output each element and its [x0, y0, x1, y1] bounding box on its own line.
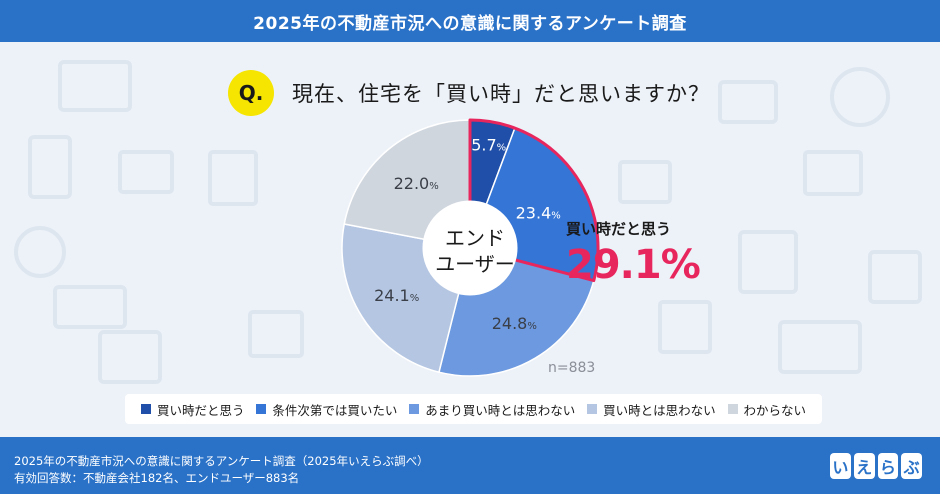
background-pattern	[14, 60, 922, 384]
cloud-icon	[830, 67, 890, 127]
logo-char-0: い	[830, 453, 851, 479]
legend-item-0: 買い時だと思う	[140, 400, 245, 419]
legend-item-4: わからない	[727, 400, 807, 419]
calendar-icon	[738, 230, 798, 294]
question: Q. 現在、住宅を「買い時」だと思いますか？	[228, 70, 710, 116]
ierabu-logo: いえらぶ	[830, 451, 922, 481]
money-icon	[53, 285, 127, 329]
logo-char-1: え	[853, 453, 875, 479]
legend-label-2: あまり買い時とは思わない	[425, 402, 576, 418]
legend-swatch-3	[587, 404, 598, 414]
logo-char-2: ら	[877, 453, 899, 479]
laptop-icon	[58, 60, 132, 112]
center-label-line2: ユーザー	[435, 252, 515, 276]
logo-char-3: ぶ	[901, 453, 922, 479]
book-icon	[248, 310, 304, 358]
legend-swatch-0	[140, 404, 151, 414]
legend-swatch-2	[409, 404, 420, 414]
legend-label-0: 買い時だと思う	[156, 402, 245, 418]
flag-icon	[718, 80, 778, 124]
question-text: 現在、住宅を「買い時」だと思いますか？	[292, 82, 710, 106]
center-label-line1: エンド	[445, 226, 505, 250]
mail-icon	[118, 150, 174, 194]
building-icon	[208, 150, 258, 206]
value-label-4: 22.0%	[394, 174, 439, 193]
value-label-2: 24.8%	[492, 314, 537, 333]
house-icon	[98, 330, 162, 384]
clipboard-icon	[658, 300, 712, 354]
donut-hole	[422, 200, 518, 296]
footer-respondents: 有効回答数：不動産会社182名、エンドユーザー883名	[14, 471, 300, 485]
legend-label-3: 買い時とは思わない	[603, 402, 716, 418]
header-title: 2025年の不動産市況への意識に関するアンケート調査	[0, 0, 940, 42]
callout-value: 29.1%	[566, 242, 701, 288]
legend: 買い時だと思う 条件次第では買いたい あまり買い時とは思わない 買い時とは思わない わか…	[125, 394, 822, 424]
legend-item-3: 買い時とは思わない	[587, 400, 716, 419]
legend-label-1: 条件次第では買いたい	[272, 402, 398, 418]
sample-size: n=883	[548, 360, 596, 376]
mail-icon-right	[803, 150, 863, 196]
legend-label-4: わからない	[743, 402, 807, 418]
chat-icon	[14, 226, 66, 278]
question-badge: Q.	[228, 70, 274, 116]
legend-swatch-1	[256, 404, 267, 414]
footer: 2025年の不動産市況への意識に関するアンケート調査（2025年いえらぶ調べ） …	[0, 437, 940, 494]
document-icon	[28, 135, 72, 199]
legend-swatch-4	[727, 404, 738, 414]
video-icon	[778, 320, 862, 374]
mail-icon-center	[618, 160, 672, 204]
value-label-3: 24.1%	[374, 286, 419, 305]
callout-label: 買い時だと思う	[566, 220, 672, 238]
legend-item-1: 条件次第では買いたい	[256, 400, 397, 419]
highlight-outline	[468, 118, 600, 283]
value-label-1: 23.4%	[516, 204, 561, 223]
footer-source: 2025年の不動産市況への意識に関するアンケート調査（2025年いえらぶ調べ）	[14, 454, 429, 468]
donut-chart: 5.7% 23.4% 24.8% 24.1% 22.0%	[341, 118, 600, 377]
pencil-icon	[868, 250, 922, 304]
legend-item-2: あまり買い時とは思わない	[409, 400, 575, 419]
value-label-0: 5.7%	[471, 136, 506, 155]
donut-center-label: エンド ユーザー	[425, 225, 525, 277]
main-panel: Q. 現在、住宅を「買い時」だと思いますか？ 5.7% 23.4% 24.8% 24.…	[0, 42, 940, 437]
